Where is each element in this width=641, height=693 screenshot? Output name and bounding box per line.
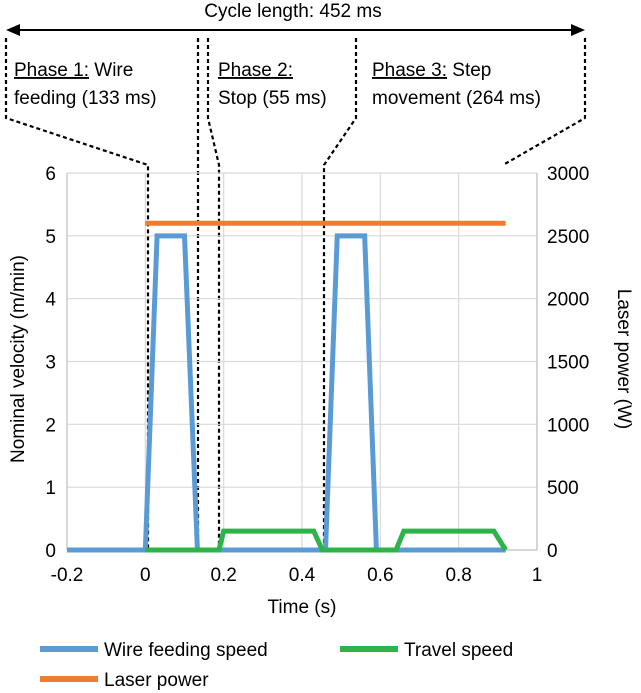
y-tick-label: 6 bbox=[45, 164, 56, 185]
y2-tick-label: 2000 bbox=[547, 290, 589, 311]
x-axis-title: Time (s) bbox=[268, 597, 337, 618]
x-tick-label: 0 bbox=[140, 565, 151, 586]
y-axis-title: Nominal velocity (m/min) bbox=[8, 255, 29, 463]
cycle-arrow-left-head bbox=[6, 24, 20, 36]
tick-labels: -0.2 0 0.2 0.4 0.6 0.8 10123456050010001500200… bbox=[45, 164, 589, 586]
x-tick-label: 0.6 bbox=[367, 565, 393, 586]
phase-1-label: Phase 1: Wire feeding (133 ms) bbox=[14, 60, 157, 109]
svg-text:Phase 3: Step: Phase 3: Step bbox=[372, 60, 491, 81]
y2-tick-label: 1500 bbox=[547, 353, 589, 374]
phase-divider-2-left bbox=[206, 38, 221, 550]
phase-1-title: Phase 1: bbox=[14, 60, 89, 81]
legend-label-laser: Laser power bbox=[104, 670, 209, 691]
cycle-length-label: Cycle length: 452 ms bbox=[204, 1, 381, 22]
phase-3-label: Phase 3: Step movement (264 ms) bbox=[372, 60, 541, 109]
phase-divider-left bbox=[4, 38, 150, 550]
travel-speed-line bbox=[145, 528, 508, 553]
phase-3-desc-line2: movement (264 ms) bbox=[372, 88, 541, 109]
phase-2-title: Phase 2: bbox=[218, 60, 293, 81]
y2-tick-label: 3000 bbox=[547, 164, 589, 185]
gridlines bbox=[67, 172, 538, 550]
y2-tick-label: 0 bbox=[547, 541, 558, 562]
y-tick-label: 3 bbox=[45, 353, 56, 374]
svg-text:Phase 2:: Phase 2: bbox=[218, 60, 293, 81]
phase-annotations bbox=[4, 38, 587, 550]
legend-label-travel: Travel speed bbox=[404, 640, 513, 661]
phase-divider-2-right bbox=[322, 38, 358, 550]
legend-label-wire-feeding: Wire feeding speed bbox=[104, 640, 268, 661]
x-tick-label: 0.2 bbox=[210, 565, 236, 586]
y2-axis-title: Laser power (W) bbox=[613, 289, 634, 429]
phase-2-label: Phase 2: Stop (55 ms) bbox=[218, 60, 327, 109]
wire-feeding-speed-line bbox=[67, 233, 506, 553]
y-tick-label: 4 bbox=[45, 290, 56, 311]
phase-3-desc-line1: Step bbox=[447, 60, 491, 81]
svg-text:Phase 1: Wire: Phase 1: Wire bbox=[14, 60, 133, 81]
y-tick-label: 2 bbox=[45, 415, 56, 436]
x-tick-label: 0.4 bbox=[289, 565, 316, 586]
y-tick-label: 5 bbox=[45, 227, 56, 248]
phase-divider-right bbox=[502, 38, 587, 166]
x-tick-label: -0.2 bbox=[51, 565, 84, 586]
phase-1-desc-line2: feeding (133 ms) bbox=[14, 88, 157, 109]
phase-2-desc-line2: Stop (55 ms) bbox=[218, 88, 327, 109]
y2-tick-label: 500 bbox=[547, 478, 579, 499]
x-tick-label: 1 bbox=[532, 565, 543, 586]
x-tick-label: 0.8 bbox=[445, 565, 471, 586]
y-tick-label: 1 bbox=[45, 478, 56, 499]
cycle-length-annotation: Cycle length: 452 ms bbox=[6, 1, 585, 36]
phase-3-title: Phase 3: bbox=[372, 60, 447, 81]
cycle-arrow-right-head bbox=[571, 24, 585, 36]
series-lines bbox=[67, 220, 508, 553]
y2-tick-label: 2500 bbox=[547, 227, 589, 248]
y-tick-label: 0 bbox=[45, 541, 56, 562]
legend: Wire feeding speed Travel speed Laser po… bbox=[40, 640, 513, 691]
phase-1-desc-line1: Wire bbox=[89, 60, 133, 81]
y2-tick-label: 1000 bbox=[547, 415, 589, 436]
